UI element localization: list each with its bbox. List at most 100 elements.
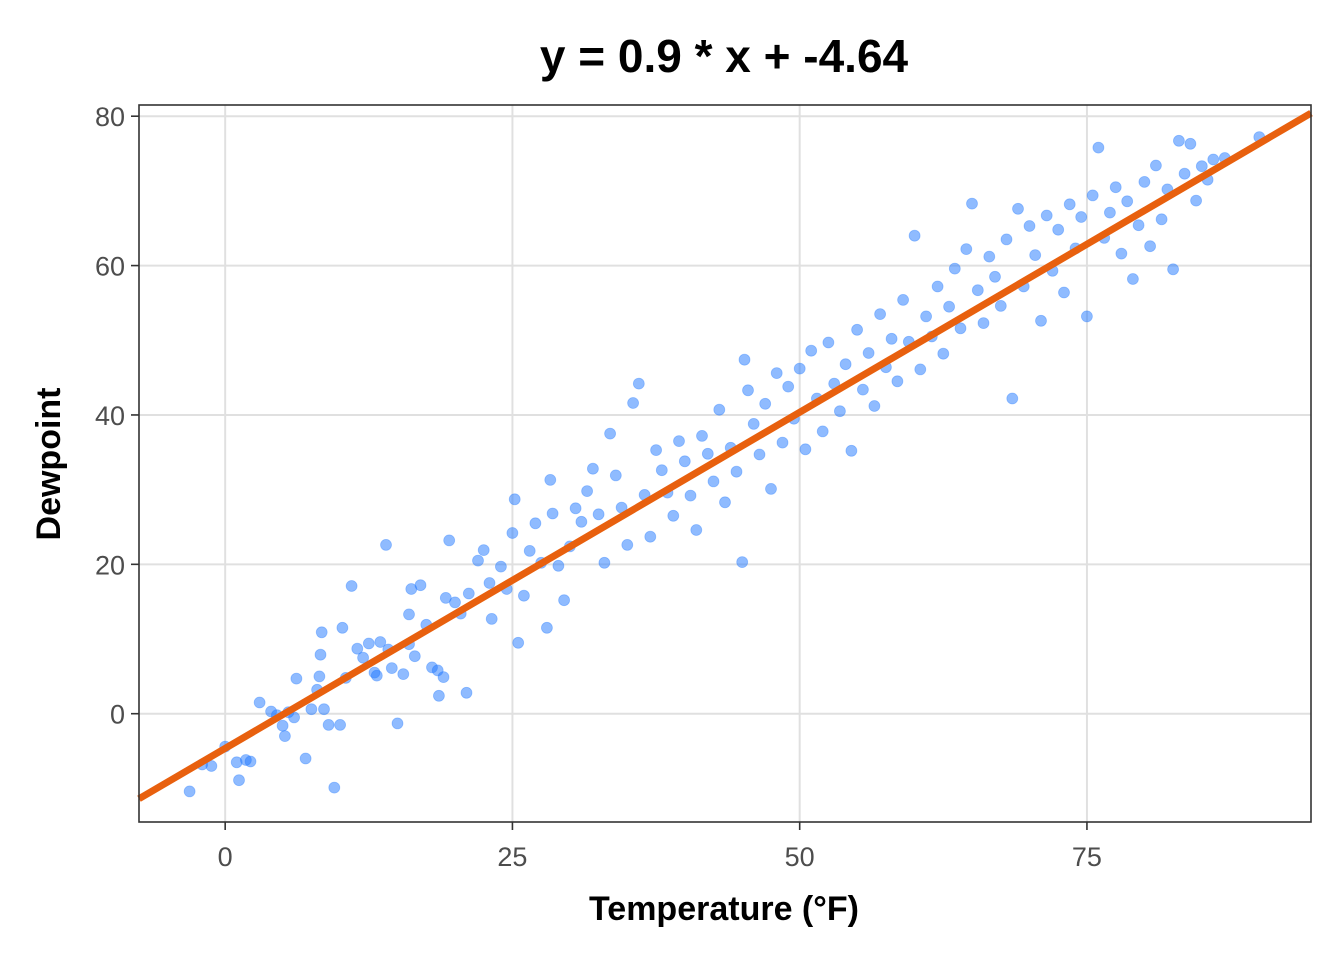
- data-point: [305, 703, 318, 716]
- data-point: [1023, 220, 1036, 232]
- data-point: [278, 730, 291, 742]
- chart-title: y = 0.9 * x + -4.64: [540, 30, 909, 82]
- data-point: [765, 482, 777, 495]
- data-point: [994, 299, 1007, 312]
- data-point: [1190, 194, 1202, 207]
- data-point: [770, 367, 783, 380]
- data-point: [701, 447, 714, 460]
- data-point: [518, 589, 530, 602]
- data-point: [546, 507, 559, 520]
- data-point: [954, 322, 967, 335]
- data-point: [977, 317, 990, 330]
- data-point: [318, 703, 330, 716]
- data-point: [244, 755, 257, 768]
- regression-line: [137, 110, 1313, 802]
- data-point: [885, 332, 898, 345]
- data-point: [948, 262, 961, 275]
- data-point: [541, 621, 553, 634]
- y-tick-label: 80: [95, 102, 125, 132]
- data-point: [494, 560, 507, 573]
- data-point: [943, 300, 955, 313]
- data-point: [655, 464, 668, 477]
- data-point: [183, 785, 196, 798]
- data-point: [529, 517, 542, 530]
- data-point: [862, 347, 875, 359]
- data-point: [908, 229, 921, 242]
- data-point: [276, 719, 289, 732]
- data-point: [742, 384, 754, 397]
- data-point: [512, 636, 525, 649]
- data-point: [730, 465, 743, 478]
- data-point: [374, 636, 387, 648]
- data-point: [650, 444, 662, 457]
- data-point: [449, 596, 461, 609]
- data-point: [1058, 286, 1070, 299]
- data-point: [897, 293, 909, 306]
- data-point: [403, 608, 415, 621]
- data-point: [738, 353, 751, 366]
- data-point: [1127, 273, 1139, 285]
- data-point: [736, 556, 749, 568]
- data-point: [1167, 263, 1179, 276]
- ticks-layer: 0 25 50 75 0 20 40 60 80: [95, 102, 1102, 872]
- data-point: [937, 347, 950, 360]
- data-point: [966, 197, 978, 210]
- data-point: [1040, 209, 1053, 222]
- data-point: [253, 696, 266, 709]
- data-point: [523, 545, 536, 557]
- data-point: [759, 397, 772, 410]
- data-point: [414, 579, 427, 592]
- data-point: [598, 556, 611, 569]
- fit-line-layer: [137, 110, 1313, 802]
- data-point: [408, 650, 421, 663]
- data-point: [673, 435, 685, 448]
- data-point: [1178, 167, 1191, 180]
- data-point: [569, 502, 582, 515]
- data-point: [1092, 141, 1105, 154]
- data-point: [370, 669, 383, 682]
- data-point: [432, 689, 445, 702]
- data-point: [1150, 159, 1162, 172]
- data-point: [707, 475, 720, 488]
- data-point: [678, 455, 691, 468]
- data-point: [621, 539, 634, 551]
- data-point: [362, 637, 375, 650]
- data-point: [1081, 310, 1093, 323]
- grid-layer: [139, 105, 1311, 822]
- data-point: [1029, 249, 1042, 262]
- data-point: [1115, 247, 1128, 260]
- data-point: [799, 443, 812, 456]
- data-point: [313, 670, 326, 683]
- data-point: [385, 662, 398, 674]
- y-axis-title: Dewpoint: [30, 388, 68, 541]
- data-point: [874, 308, 886, 321]
- data-point: [627, 397, 639, 409]
- data-point: [575, 515, 588, 528]
- data-point: [581, 485, 593, 498]
- data-point: [477, 544, 490, 556]
- data-point: [690, 524, 703, 536]
- data-point: [336, 621, 349, 634]
- data-point: [989, 270, 1001, 283]
- data-point: [437, 671, 450, 683]
- data-point: [552, 559, 565, 572]
- data-point: [314, 648, 327, 661]
- data-point: [851, 323, 863, 336]
- data-point: [506, 527, 519, 539]
- data-point: [1155, 213, 1168, 226]
- data-point: [233, 774, 245, 787]
- data-point: [1207, 153, 1220, 166]
- data-point: [839, 358, 852, 371]
- data-point: [508, 493, 521, 506]
- data-point: [713, 403, 726, 416]
- data-point: [299, 752, 312, 765]
- y-tick-label: 60: [95, 252, 125, 282]
- data-point: [1006, 392, 1019, 405]
- x-tick-label: 75: [1072, 842, 1102, 872]
- data-point: [345, 580, 358, 592]
- data-point: [483, 577, 496, 589]
- data-point: [1144, 240, 1156, 253]
- data-point: [753, 448, 766, 461]
- data-point: [391, 717, 404, 730]
